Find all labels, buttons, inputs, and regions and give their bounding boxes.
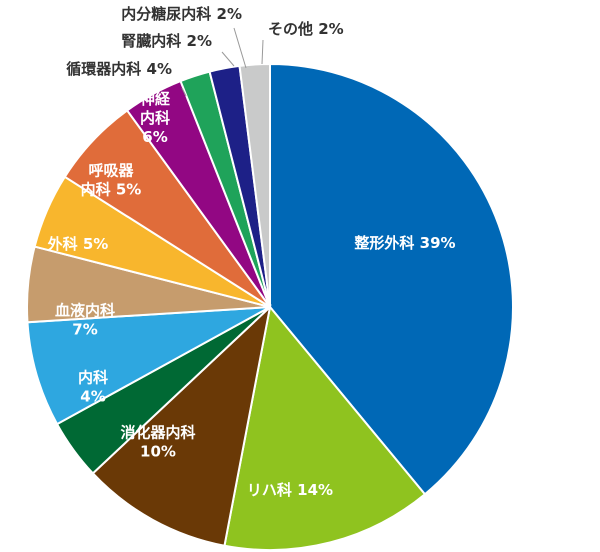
- slice-label-3: 内科 4%: [78, 369, 108, 406]
- slice-label-2: 消化器内科 10%: [120, 424, 195, 461]
- slice-label-8: 循環器内科 4%: [66, 60, 172, 78]
- slice-labels: 整形外科 39% リハ科 14% 消化器内科 10% 内科 4% 血液内科 7% 外科 5% 呼吸…: [47, 5, 456, 499]
- leader-line-8: [181, 87, 187, 97]
- slice-label-7: 神経内科 6%: [140, 90, 171, 146]
- leader-line-11: [261, 39, 264, 65]
- leader-line-9: [233, 27, 247, 69]
- slice-label-0: 整形外科 39%: [354, 234, 455, 252]
- slice-label-11: その他 2%: [268, 20, 344, 38]
- slice-label-10: 腎臓内科 2%: [121, 32, 212, 50]
- pie-slice-11: [238, 62, 271, 308]
- slice-label-9: 内分糖尿内科 2%: [121, 5, 242, 23]
- slice-label-6: 呼吸器内科 5%: [81, 162, 142, 199]
- pie-slice-1: [223, 304, 427, 551]
- pie-slice-0: [269, 62, 514, 496]
- slice-label-4: 血液内科 7%: [55, 302, 115, 339]
- slice-label-1: リハ科 14%: [247, 481, 333, 499]
- slice-label-5: 外科 5%: [47, 235, 109, 253]
- leader-line-10: [221, 51, 235, 67]
- pie-slice-2: [91, 304, 272, 547]
- pie-slice-4: [26, 306, 271, 426]
- leader-lines: [181, 27, 264, 97]
- pie-slices: [26, 62, 514, 551]
